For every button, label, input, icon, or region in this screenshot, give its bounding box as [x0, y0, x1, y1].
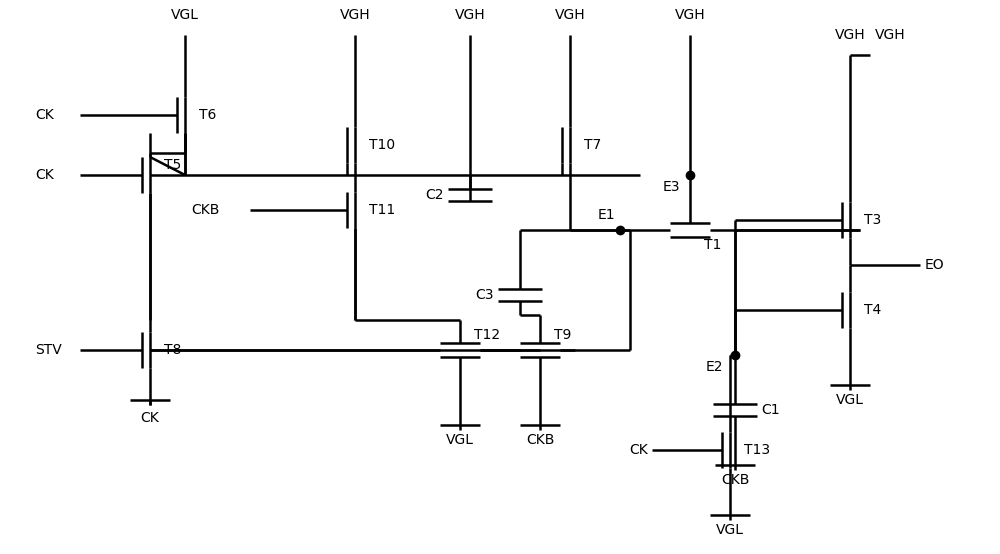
Text: STV: STV: [35, 343, 62, 357]
Text: VGL: VGL: [836, 393, 864, 407]
Text: T11: T11: [369, 203, 395, 217]
Text: EO: EO: [925, 258, 945, 272]
Text: C3: C3: [476, 288, 494, 302]
Text: VGH: VGH: [340, 8, 370, 22]
Text: VGH: VGH: [555, 8, 585, 22]
Text: T8: T8: [164, 343, 181, 357]
Text: T7: T7: [584, 138, 601, 152]
Text: T1: T1: [704, 238, 721, 252]
Text: C2: C2: [426, 188, 444, 202]
Text: VGL: VGL: [716, 523, 744, 537]
Text: CK: CK: [35, 168, 54, 182]
Text: CKB: CKB: [526, 433, 554, 447]
Text: T13: T13: [744, 443, 770, 457]
Text: VGH: VGH: [875, 28, 906, 42]
Text: CK: CK: [35, 108, 54, 122]
Text: VGH: VGH: [835, 28, 865, 42]
Text: VGH: VGH: [675, 8, 705, 22]
Text: VGL: VGL: [171, 8, 199, 22]
Text: T12: T12: [474, 328, 500, 342]
Text: T6: T6: [199, 108, 216, 122]
Text: E1: E1: [597, 208, 615, 222]
Text: VGH: VGH: [455, 8, 485, 22]
Text: CK: CK: [141, 411, 159, 425]
Text: T3: T3: [864, 213, 881, 227]
Text: CK: CK: [629, 443, 648, 457]
Text: CKB: CKB: [721, 473, 749, 487]
Text: T5: T5: [164, 158, 181, 172]
Text: CKB: CKB: [192, 203, 220, 217]
Text: T4: T4: [864, 303, 881, 317]
Text: T9: T9: [554, 328, 571, 342]
Text: E2: E2: [706, 360, 723, 374]
Text: T10: T10: [369, 138, 395, 152]
Text: E3: E3: [662, 180, 680, 194]
Text: C1: C1: [761, 403, 780, 417]
Text: VGL: VGL: [446, 433, 474, 447]
